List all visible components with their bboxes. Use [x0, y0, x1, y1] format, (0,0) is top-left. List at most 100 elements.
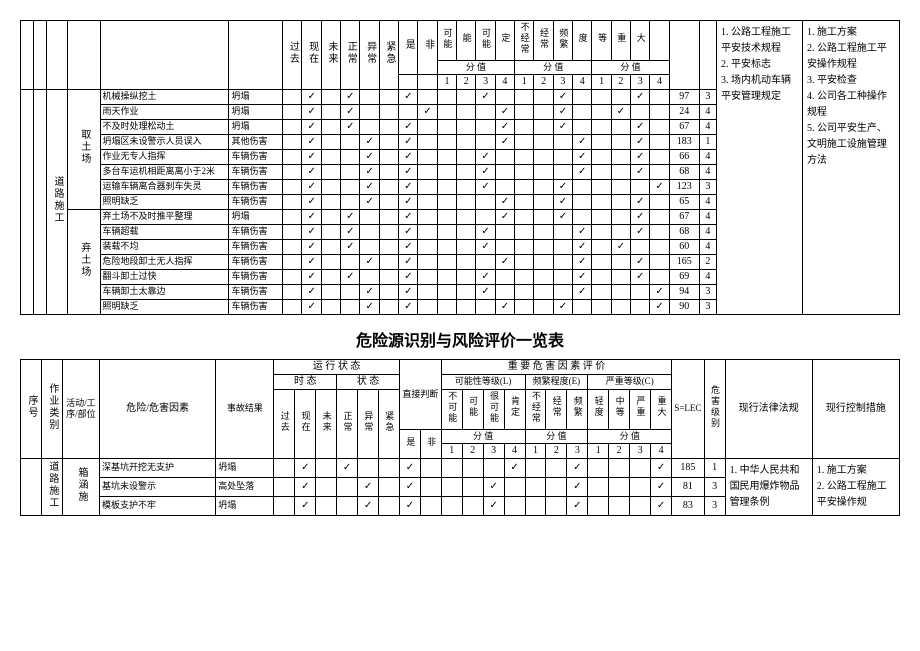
check-cell [283, 284, 302, 299]
hdr-level: 危害级别 [704, 359, 725, 458]
result-cell: 车辆伤害 [229, 164, 283, 179]
result-cell: 车辆伤害 [229, 269, 283, 284]
level-cell: 4 [699, 119, 716, 134]
check-cell [504, 477, 525, 496]
check-cell [534, 179, 553, 194]
check-cell [515, 254, 534, 269]
check-cell [341, 254, 360, 269]
check-cell [630, 496, 651, 515]
check-cell [418, 284, 437, 299]
check-cell: ✓ [399, 209, 418, 224]
check-cell [420, 496, 441, 515]
check-cell: ✓ [399, 496, 420, 515]
check-cell [515, 119, 534, 134]
check-cell: ✓ [631, 254, 650, 269]
check-cell [379, 269, 398, 284]
check-cell [321, 284, 340, 299]
check-cell [611, 254, 630, 269]
check-cell: ✓ [302, 239, 321, 254]
check-cell [546, 496, 567, 515]
table2-title: 危险源识别与风险评价一览表 [20, 327, 900, 351]
check-cell [573, 104, 592, 119]
level-cell: 1 [699, 134, 716, 149]
check-cell [495, 164, 514, 179]
check-cell [611, 284, 630, 299]
hdr-hazard: 危险/危害因素 [100, 359, 216, 458]
check-cell [283, 209, 302, 224]
check-cell [592, 224, 611, 239]
check-cell [462, 477, 483, 496]
score-cell: 68 [669, 164, 699, 179]
check-cell [316, 477, 337, 496]
check-cell [437, 179, 456, 194]
check-cell: ✓ [553, 104, 572, 119]
check-cell [283, 134, 302, 149]
check-cell [611, 134, 630, 149]
level-cell: 4 [699, 164, 716, 179]
result-cell: 车辆伤害 [229, 239, 283, 254]
check-cell: ✓ [302, 119, 321, 134]
check-cell [321, 224, 340, 239]
check-cell [476, 194, 495, 209]
check-cell [316, 458, 337, 477]
check-cell [631, 284, 650, 299]
check-cell: ✓ [573, 164, 592, 179]
check-cell [534, 89, 553, 104]
check-cell [515, 209, 534, 224]
check-cell [534, 269, 553, 284]
level-cell: 4 [699, 104, 716, 119]
laws-cell: 1. 公路工程施工平安技术规程2. 平安标志3. 场内机动车辆平安管理规定 [716, 21, 802, 315]
score-cell: 94 [669, 284, 699, 299]
hdr-runstate: 运 行 状 态 [274, 359, 400, 374]
check-cell [321, 179, 340, 194]
check-cell [462, 458, 483, 477]
check-cell [609, 477, 630, 496]
result-cell: 车辆伤害 [229, 224, 283, 239]
check-cell [611, 119, 630, 134]
check-cell [534, 119, 553, 134]
check-cell [631, 239, 650, 254]
check-cell [437, 224, 456, 239]
check-cell: ✓ [495, 194, 514, 209]
check-cell [379, 239, 398, 254]
check-cell [611, 299, 630, 314]
law-cell: 1. 中华人民共和国民用爆炸物品管理条例 [725, 458, 812, 515]
check-cell: ✓ [650, 299, 669, 314]
check-cell [437, 104, 456, 119]
check-cell: ✓ [573, 269, 592, 284]
check-cell: ✓ [476, 284, 495, 299]
hdr-cat: 作业类别 [41, 359, 62, 458]
score-cell: 97 [669, 89, 699, 104]
check-cell [631, 104, 650, 119]
check-cell: ✓ [650, 284, 669, 299]
hazard-cell: 运输车辆离合器刹车失灵 [100, 179, 229, 194]
hazard-cell: 装载不均 [100, 239, 229, 254]
check-cell [611, 269, 630, 284]
check-cell: ✓ [399, 299, 418, 314]
check-cell [650, 194, 669, 209]
check-cell [399, 104, 418, 119]
check-cell [534, 194, 553, 209]
check-cell [457, 119, 476, 134]
check-cell [283, 239, 302, 254]
check-cell [283, 224, 302, 239]
check-cell: ✓ [631, 164, 650, 179]
check-cell [553, 164, 572, 179]
check-cell [609, 496, 630, 515]
score-cell: 123 [669, 179, 699, 194]
check-cell: ✓ [302, 209, 321, 224]
score-cell: 185 [672, 458, 705, 477]
check-cell: ✓ [573, 134, 592, 149]
check-cell: ✓ [611, 104, 630, 119]
check-cell [534, 164, 553, 179]
check-cell [650, 209, 669, 224]
check-cell: ✓ [631, 224, 650, 239]
result-cell: 车辆伤害 [229, 149, 283, 164]
check-cell: ✓ [573, 284, 592, 299]
check-cell [437, 119, 456, 134]
check-cell [592, 299, 611, 314]
check-cell: ✓ [651, 496, 672, 515]
check-cell: ✓ [631, 89, 650, 104]
check-cell [418, 149, 437, 164]
check-cell: ✓ [302, 224, 321, 239]
